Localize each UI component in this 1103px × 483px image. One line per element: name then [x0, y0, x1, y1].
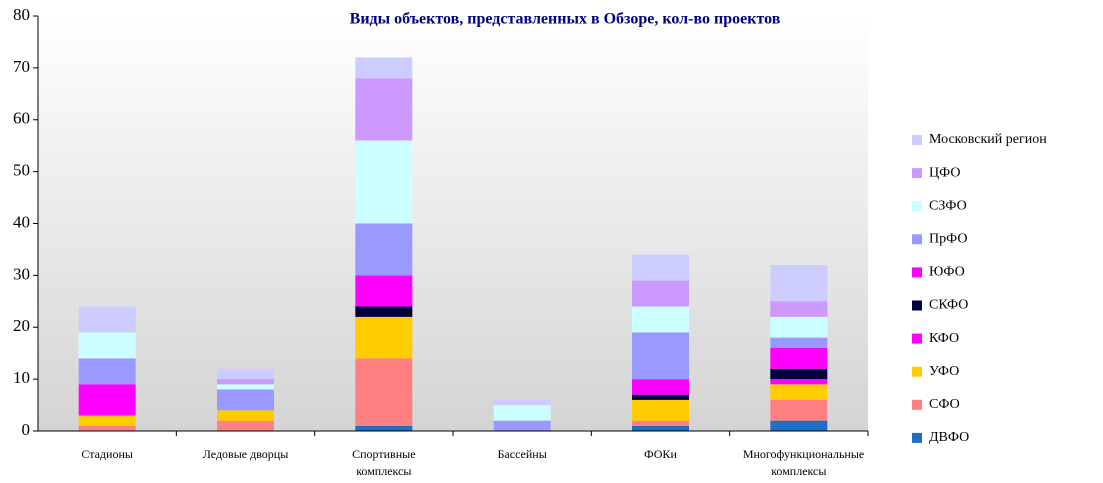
- bar-segment: [770, 337, 828, 348]
- legend-label: СКФО: [929, 298, 968, 313]
- bar-segment: [770, 348, 828, 369]
- x-tick-label: Бассейны: [497, 447, 547, 461]
- bar-segment: [632, 306, 689, 333]
- bar-segment: [632, 332, 689, 380]
- legend-label: КФО: [929, 331, 959, 346]
- plot-area: [38, 16, 868, 431]
- bar-segment: [78, 358, 136, 385]
- legend-swatch: [912, 234, 922, 245]
- bar-segment: [78, 384, 136, 416]
- bar-segment: [632, 420, 689, 426]
- legend-label: Московский регион: [929, 132, 1047, 147]
- y-tick-label: 0: [22, 420, 31, 439]
- y-tick-label: 50: [13, 161, 30, 180]
- y-tick-label: 60: [13, 109, 30, 128]
- x-tick-label: Спортивные комплексы: [352, 447, 416, 478]
- legend-swatch: [912, 201, 922, 212]
- y-tick-label: 80: [13, 5, 30, 24]
- bar-segment: [355, 78, 413, 141]
- bar-segment: [770, 368, 828, 380]
- bar-segment: [217, 389, 274, 411]
- bar-segment: [78, 306, 136, 333]
- x-tick-label: ФОКи: [644, 447, 677, 461]
- legend-label: СЗФО: [929, 198, 967, 213]
- legend-swatch: [912, 333, 922, 344]
- bar-segment: [632, 280, 689, 307]
- bar-segment: [78, 332, 136, 359]
- legend-label: ПрФО: [929, 232, 967, 247]
- bar-segment: [217, 368, 274, 380]
- bar-segment: [632, 399, 689, 421]
- bar-segment: [770, 265, 828, 302]
- bar-segment: [770, 301, 828, 317]
- chart-title: Виды объектов, представленных в Обзоре, …: [350, 11, 781, 28]
- bar-segment: [355, 223, 413, 276]
- bar-segment: [632, 394, 689, 400]
- bar-segment: [355, 425, 413, 431]
- bar-segment: [770, 399, 828, 421]
- bar-segment: [770, 316, 828, 338]
- bar-segment: [355, 57, 413, 79]
- legend-label: УФО: [929, 364, 959, 379]
- bar-segment: [493, 420, 551, 431]
- x-tick-label: Многофункциональные комплексы: [742, 447, 865, 478]
- bar-segment: [355, 358, 413, 426]
- bar-segment: [217, 410, 274, 421]
- bar-segment: [355, 306, 413, 317]
- legend-label: ЮФО: [929, 265, 965, 280]
- bar-segment: [78, 425, 136, 431]
- bar-segment: [770, 384, 828, 400]
- bar-segment: [632, 254, 689, 281]
- y-tick-label: 10: [13, 368, 30, 387]
- legend-swatch: [912, 399, 922, 410]
- bar-segment: [770, 420, 828, 431]
- legend-swatch: [912, 267, 922, 278]
- bar-segment: [632, 379, 689, 395]
- y-tick-label: 40: [13, 212, 30, 231]
- bar-segment: [632, 425, 689, 431]
- y-tick-label: 20: [13, 316, 30, 335]
- legend-label: ДВФО: [929, 430, 969, 445]
- bar-segment: [770, 379, 828, 385]
- legend-swatch: [912, 366, 922, 377]
- bar-segment: [355, 275, 413, 307]
- bar-segment: [217, 384, 274, 390]
- legend-label: СФО: [929, 397, 960, 412]
- legend-label: ЦФО: [929, 165, 960, 180]
- legend-swatch: [912, 300, 922, 311]
- bar-segment: [217, 420, 274, 431]
- y-tick-label: 30: [13, 264, 30, 283]
- legend-swatch: [912, 432, 922, 443]
- bar-segment: [78, 415, 136, 426]
- legend-swatch: [912, 135, 922, 145]
- x-tick-label: Стадионы: [81, 447, 133, 461]
- legend-swatch: [912, 168, 922, 179]
- bar-segment: [493, 405, 551, 421]
- x-tick-label: Ледовые дворцы: [202, 447, 289, 461]
- bar-segment: [217, 379, 274, 385]
- bar-segment: [355, 316, 413, 359]
- bar-segment: [493, 399, 551, 406]
- y-tick-label: 70: [13, 57, 30, 76]
- bar-segment: [355, 140, 413, 224]
